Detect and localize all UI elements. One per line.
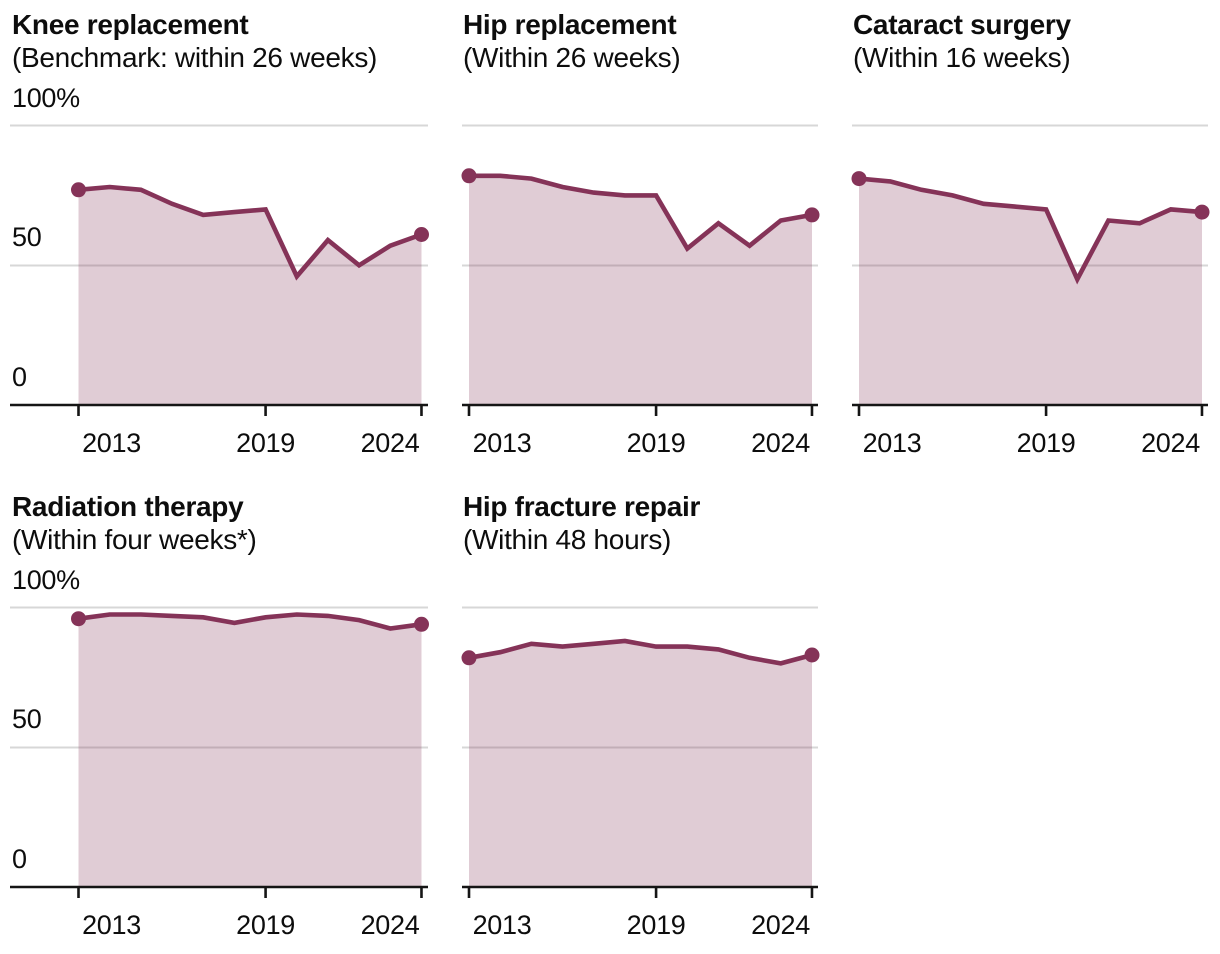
y-axis-label-100: 100% [12,82,80,113]
x-axis-label-2013: 2013 [82,910,141,940]
x-axis-label-2024: 2024 [751,428,810,458]
x-axis-label-2019: 2019 [1016,428,1076,458]
data-line [858,176,1203,285]
chart-subtitle: (Within 26 weeks) [463,42,681,73]
chart-canvas [851,124,1210,416]
area-fill [859,178,1202,405]
chart-subtitle: (Within 48 hours) [463,524,672,555]
x-axis-label-2024: 2024 [360,910,420,940]
area-fill [78,187,422,405]
start-point-marker [461,168,477,184]
plot-area [840,0,1220,470]
chart-knee-replacement: Knee replacement (Benchmark: within 26 w… [0,0,440,470]
x-axis-label-2013: 2013 [472,910,532,940]
start-point-marker [851,171,867,187]
y-axis-label-50: 50 [12,222,42,253]
end-point-marker [804,207,820,223]
start-point-marker [71,611,86,627]
chart-subtitle: (Within four weeks*) [12,524,257,555]
chart-canvas [461,124,820,416]
x-axis-label-2013: 2013 [82,428,141,458]
plot-area [450,482,830,952]
y-axis-label-50: 50 [12,704,42,735]
data-line [468,638,813,666]
y-axis-label-100: 100% [12,564,80,595]
data-line [78,612,422,631]
x-axis-label-2019: 2019 [626,428,686,458]
x-axis-label-2019: 2019 [626,910,686,940]
chart-cataract-surgery: Cataract surgery (Within 16 weeks) 2013 2… [840,0,1220,470]
chart-canvas [10,124,429,416]
x-axis-label-2024: 2024 [360,428,420,458]
end-point-marker [1194,204,1210,220]
chart-canvas [461,606,820,898]
plot-area [0,482,440,952]
plot-area [0,0,440,470]
chart-radiation-therapy: Radiation therapy (Within four weeks*) 2… [0,482,440,952]
y-axis-label-0: 0 [12,362,27,392]
plot-area [450,0,830,470]
area-fill [469,641,812,887]
x-axis-label-2019: 2019 [236,428,296,458]
area-fill [469,175,812,405]
chart-subtitle: (Within 16 weeks) [853,42,1071,73]
chart-title: Hip fracture repair [463,491,701,522]
end-point-marker [414,616,429,632]
end-point-marker [804,647,820,663]
chart-hip-replacement: Hip replacement (Within 26 weeks) 2013 20… [450,0,830,470]
chart-title: Hip replacement [463,9,677,40]
chart-subtitle: (Benchmark: within 26 weeks) [12,42,378,73]
start-point-marker [461,650,477,666]
x-axis-label-2013: 2013 [472,428,532,458]
chart-title: Cataract surgery [853,9,1071,40]
x-axis-label-2024: 2024 [751,910,810,940]
chart-hip-fracture-repair: Hip fracture repair (Within 48 hours) 20… [450,482,830,952]
data-line [469,173,813,252]
x-axis-label-2024: 2024 [1141,428,1200,458]
x-axis-label-2013: 2013 [862,428,922,458]
y-axis-label-0: 0 [12,844,27,874]
data-line [78,184,423,281]
x-axis-label-2019: 2019 [236,910,296,940]
end-point-marker [414,227,429,242]
chart-canvas [10,606,429,898]
chart-title: Knee replacement [12,9,249,40]
area-fill [78,614,422,887]
chart-title: Radiation therapy [12,491,244,522]
start-point-marker [71,182,86,198]
